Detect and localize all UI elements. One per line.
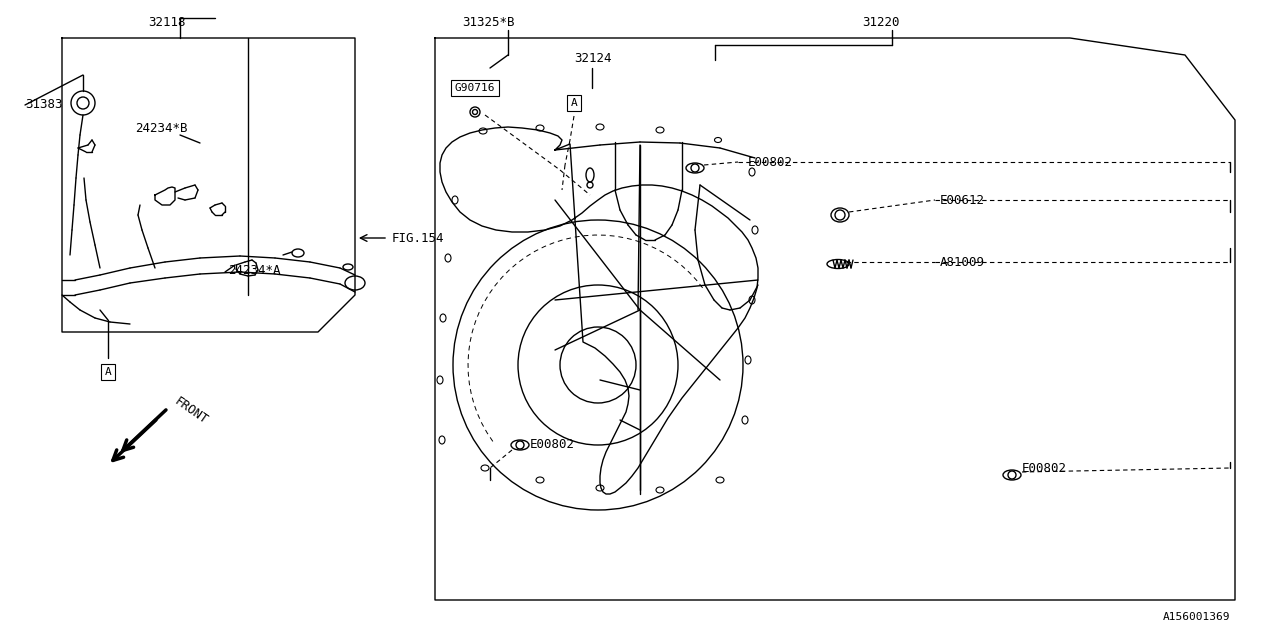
Text: A: A [105,367,111,377]
Text: FRONT: FRONT [172,394,210,426]
Text: G90716: G90716 [454,83,495,93]
Text: 32124: 32124 [573,51,612,65]
Text: 32118: 32118 [148,16,186,29]
Text: 31220: 31220 [861,16,900,29]
Text: E00802: E00802 [1021,461,1068,474]
Text: 31383: 31383 [26,99,63,111]
Text: E00802: E00802 [530,438,575,451]
Text: A: A [571,98,577,108]
Text: 31325*B: 31325*B [462,16,515,29]
Text: FIG.154: FIG.154 [392,232,444,244]
Text: A81009: A81009 [940,255,986,269]
Text: 24234*B: 24234*B [134,122,187,134]
Text: 24234*A: 24234*A [228,264,280,276]
Text: E00612: E00612 [940,193,986,207]
Text: A156001369: A156001369 [1162,612,1230,622]
Text: E00802: E00802 [748,156,794,168]
